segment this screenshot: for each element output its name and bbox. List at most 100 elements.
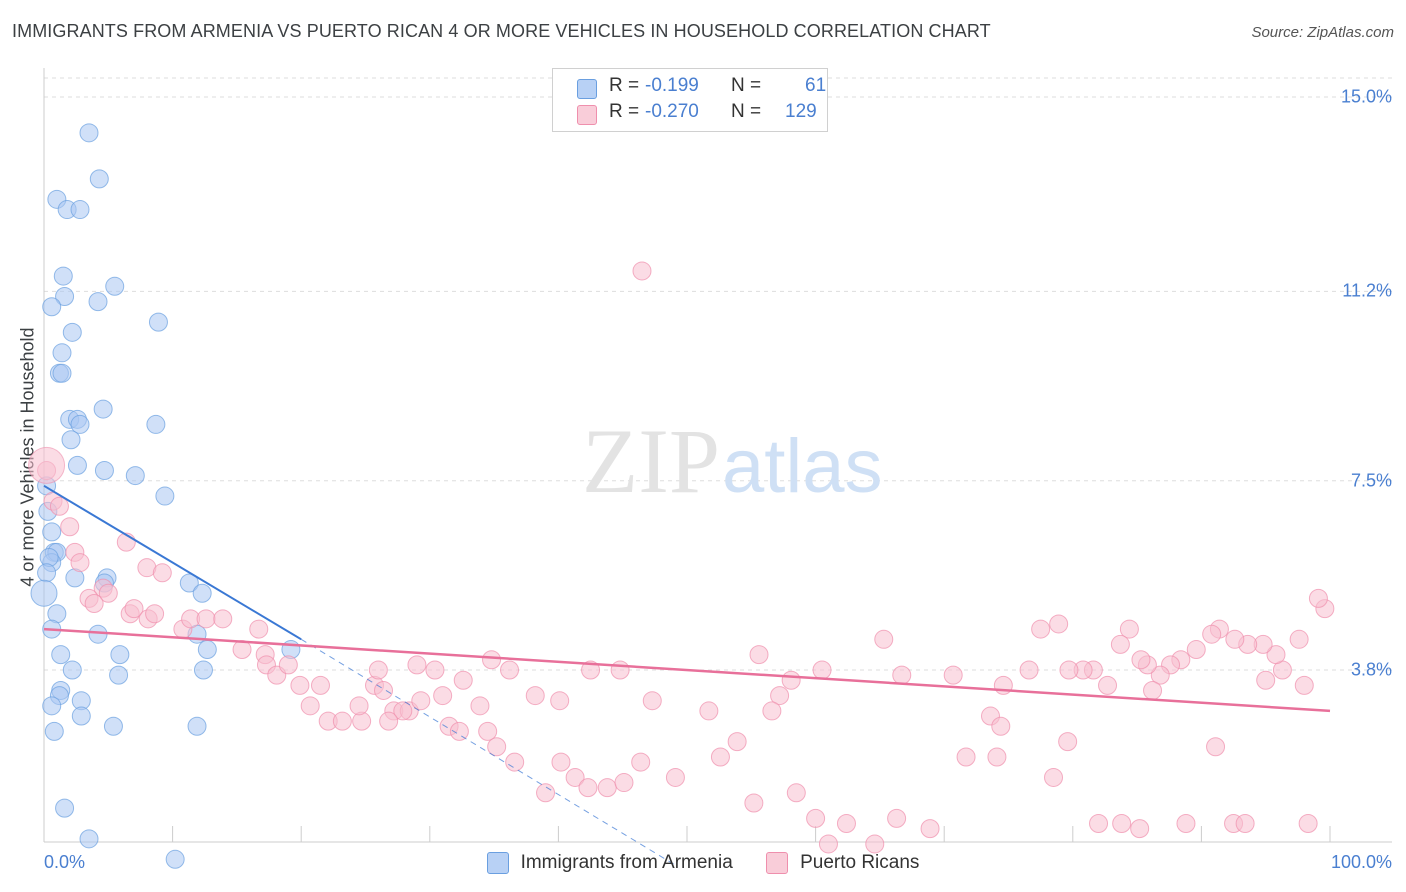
point-puerto-rican: [699, 701, 719, 721]
point-puerto-rican: [453, 670, 473, 690]
stats-box: R = -0.199 N = 61 R = -0.270 N = 129: [552, 68, 828, 132]
point-puerto-rican: [597, 778, 617, 798]
point-puerto-rican: [781, 670, 801, 690]
point-puerto-rican: [28, 446, 66, 484]
point-puerto-rican: [1049, 614, 1069, 634]
point-puerto-rican: [786, 783, 806, 803]
point-armenia: [30, 579, 58, 607]
point-puerto-rican: [470, 696, 490, 716]
point-puerto-rican: [368, 660, 388, 680]
point-puerto-rican: [749, 645, 769, 665]
point-puerto-rican: [1019, 660, 1039, 680]
point-puerto-rican: [1131, 650, 1151, 670]
point-puerto-rican: [300, 696, 320, 716]
puerto-rican-swatch: [577, 105, 597, 125]
r-label: R =: [609, 75, 640, 96]
chart-title: IMMIGRANTS FROM ARMENIA VS PUERTO RICAN …: [12, 21, 991, 41]
n-value: 61: [805, 75, 827, 96]
trend-line-puerto-rican: [43, 627, 1331, 713]
point-armenia: [197, 640, 217, 660]
point-puerto-rican: [349, 696, 369, 716]
point-puerto-rican: [1089, 813, 1109, 833]
point-puerto-rican: [631, 752, 651, 772]
point-puerto-rican: [1176, 813, 1196, 833]
point-puerto-rican: [836, 813, 856, 833]
point-puerto-rican: [943, 665, 963, 685]
point-puerto-rican: [310, 675, 330, 695]
point-puerto-rican: [1150, 665, 1170, 685]
point-puerto-rican: [1044, 767, 1064, 787]
point-armenia: [148, 312, 168, 332]
point-puerto-rican: [196, 609, 216, 629]
point-armenia: [52, 343, 72, 363]
scatter-points: [28, 123, 1335, 869]
r-label: R =: [609, 101, 640, 122]
point-puerto-rican: [1058, 732, 1078, 752]
y-tick-label: 3.8%: [1350, 659, 1392, 680]
n-label: N =: [731, 101, 762, 122]
point-armenia: [71, 706, 91, 726]
point-puerto-rican: [744, 793, 764, 813]
point-puerto-rican: [433, 686, 453, 706]
point-puerto-rican: [550, 691, 570, 711]
legend-swatch-puerto-rican: [766, 852, 789, 874]
point-armenia: [79, 829, 99, 849]
point-puerto-rican: [1289, 629, 1309, 649]
point-armenia: [155, 486, 175, 506]
point-armenia: [42, 297, 62, 317]
x-tick-min: 0.0%: [44, 852, 86, 872]
point-puerto-rican: [1256, 670, 1276, 690]
point-puerto-rican: [991, 716, 1011, 736]
point-puerto-rican: [213, 609, 233, 629]
point-armenia: [52, 363, 72, 383]
point-puerto-rican: [1266, 645, 1286, 665]
legend-item-puerto-rican[interactable]: Puerto Ricans: [766, 852, 919, 874]
point-puerto-rican: [987, 747, 1007, 767]
point-armenia: [110, 645, 130, 665]
point-puerto-rican: [145, 604, 165, 624]
legend-swatch-armenia: [486, 852, 509, 874]
point-puerto-rican: [1110, 634, 1130, 654]
point-puerto-rican: [379, 711, 399, 731]
point-puerto-rican: [1294, 675, 1314, 695]
legend: Immigrants from Armenia Puerto Ricans: [0, 852, 1406, 880]
point-puerto-rican: [1186, 640, 1206, 660]
point-armenia: [192, 583, 212, 603]
point-puerto-rican: [1143, 680, 1163, 700]
point-puerto-rican: [581, 660, 601, 680]
r-value: -0.270: [645, 101, 699, 122]
point-puerto-rican: [332, 711, 352, 731]
point-puerto-rican: [411, 691, 431, 711]
point-armenia: [94, 460, 114, 480]
point-puerto-rican: [249, 619, 269, 639]
point-puerto-rican: [478, 721, 498, 741]
point-armenia: [88, 624, 108, 644]
point-puerto-rican: [393, 701, 413, 721]
point-puerto-rican: [806, 808, 826, 828]
point-puerto-rican: [482, 650, 502, 670]
point-puerto-rican: [500, 660, 520, 680]
point-puerto-rican: [1112, 813, 1132, 833]
trend-lines: [43, 484, 1331, 865]
point-armenia: [62, 660, 82, 680]
point-armenia: [88, 292, 108, 312]
point-puerto-rican: [642, 691, 662, 711]
watermark-atlas: atlas: [722, 424, 883, 509]
point-puerto-rican: [290, 675, 310, 695]
point-puerto-rican: [1206, 737, 1226, 757]
point-puerto-rican: [710, 747, 730, 767]
point-puerto-rican: [565, 767, 585, 787]
point-puerto-rican: [812, 660, 832, 680]
point-puerto-rican: [124, 599, 144, 619]
point-puerto-rican: [1098, 675, 1118, 695]
point-puerto-rican: [665, 767, 685, 787]
point-puerto-rican: [865, 834, 885, 854]
n-value: 129: [785, 101, 817, 122]
y-tick-label: 11.2%: [1342, 280, 1392, 301]
legend-item-armenia[interactable]: Immigrants from Armenia: [486, 852, 733, 874]
point-puerto-rican: [1225, 629, 1245, 649]
point-armenia: [53, 266, 73, 286]
point-puerto-rican: [614, 773, 634, 793]
point-armenia: [103, 716, 123, 736]
